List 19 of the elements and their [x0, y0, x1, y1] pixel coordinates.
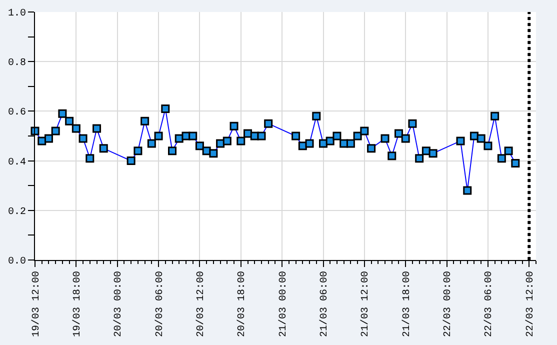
x-tick-label: 20/03 00:00	[112, 271, 125, 338]
x-tick-label: 21/03 00:00	[277, 271, 290, 338]
y-tick-label: 0.4	[8, 157, 26, 168]
x-tick-label: 21/03 06:00	[318, 271, 330, 338]
x-tick-label: 20/03 06:00	[154, 271, 166, 338]
x-tick-label: 20/03 12:00	[194, 271, 207, 338]
y-tick-label: 0.6	[8, 108, 26, 119]
y-tick-label: 0.2	[8, 206, 26, 218]
y-tick-label: 0.8	[8, 58, 26, 70]
x-tick-label: 22/03 00:00	[442, 271, 454, 338]
x-tick-label: 19/03 12:00	[30, 271, 42, 338]
x-tick-label: 21/03 12:00	[360, 271, 372, 338]
y-tick-label: 1.0	[8, 8, 26, 20]
x-tick-label: 19/03 18:00	[71, 271, 84, 338]
x-tick-label: 21/03 18:00	[400, 271, 413, 338]
y-tick-label: 0.0	[8, 256, 26, 268]
x-tick-label: 22/03 06:00	[483, 271, 496, 338]
x-tick-label: 22/03 12:00	[524, 271, 536, 338]
x-tick-label: 20/03 18:00	[236, 271, 248, 338]
